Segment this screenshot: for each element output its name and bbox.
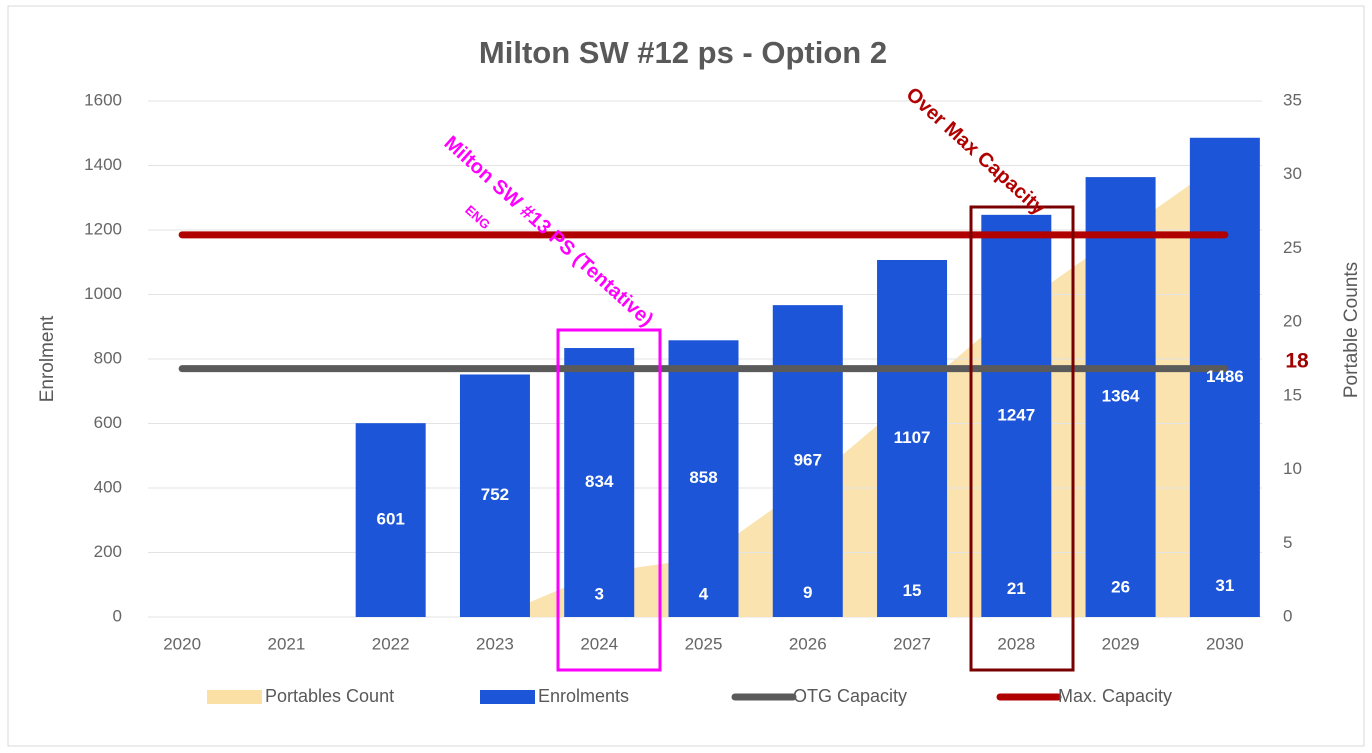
data-label: 967 bbox=[794, 451, 822, 470]
y2-tick-label: 25 bbox=[1283, 238, 1302, 257]
data-label: 1364 bbox=[1102, 387, 1140, 406]
x-tick-label: 2020 bbox=[163, 634, 201, 653]
data-label: 9 bbox=[803, 583, 812, 602]
x-tick-label: 2023 bbox=[476, 634, 514, 653]
y2-tick-label: 10 bbox=[1283, 459, 1302, 478]
data-label: 4 bbox=[699, 584, 709, 603]
x-tick-label: 2028 bbox=[997, 634, 1035, 653]
x-tick-label: 2026 bbox=[789, 634, 827, 653]
legend-label: Enrolments bbox=[538, 686, 629, 706]
bar bbox=[981, 214, 1052, 617]
legend-swatch bbox=[480, 690, 535, 704]
bar bbox=[1189, 137, 1260, 617]
y-tick-label: 1400 bbox=[84, 155, 122, 174]
data-label: 858 bbox=[689, 468, 717, 487]
x-tick-label: 2027 bbox=[893, 634, 931, 653]
legend-label: Max. Capacity bbox=[1058, 686, 1172, 706]
data-label: 1247 bbox=[997, 405, 1035, 424]
data-label: 26 bbox=[1111, 578, 1130, 597]
bar bbox=[459, 374, 530, 617]
y2-tick-label: 20 bbox=[1283, 312, 1302, 331]
x-tick-label: 2025 bbox=[685, 634, 723, 653]
data-label: 834 bbox=[585, 472, 614, 491]
highlight-box bbox=[556, 328, 662, 672]
y2-tick-label: 35 bbox=[1283, 90, 1302, 109]
data-label: 1486 bbox=[1206, 367, 1244, 386]
data-label: 31 bbox=[1215, 576, 1234, 595]
y-tick-label: 1600 bbox=[84, 90, 122, 109]
legend-label: Portables Count bbox=[265, 686, 394, 706]
data-label: 752 bbox=[481, 485, 509, 504]
bar bbox=[772, 305, 843, 617]
y2-tick-label: 15 bbox=[1283, 385, 1302, 404]
annotation: 18 bbox=[1285, 350, 1309, 373]
y-tick-label: 400 bbox=[94, 477, 122, 496]
y-axis-label: Enrolment bbox=[37, 315, 58, 402]
chart-title: Milton SW #12 ps - Option 2 bbox=[479, 35, 887, 70]
y-tick-label: 1200 bbox=[84, 219, 122, 238]
y-tick-label: 0 bbox=[113, 606, 122, 625]
y-tick-label: 200 bbox=[94, 542, 122, 561]
bar bbox=[564, 348, 635, 617]
bar bbox=[668, 340, 739, 617]
y2-tick-label: 0 bbox=[1283, 606, 1292, 625]
bar bbox=[355, 423, 426, 617]
legend-label: OTG Capacity bbox=[793, 686, 907, 706]
data-label: 21 bbox=[1007, 579, 1026, 598]
x-tick-label: 2030 bbox=[1206, 634, 1244, 653]
data-label: 15 bbox=[903, 581, 922, 600]
x-tick-label: 2022 bbox=[372, 634, 410, 653]
data-label: 1107 bbox=[894, 428, 931, 447]
x-tick-label: 2024 bbox=[580, 634, 618, 653]
y2-axis-label: Portable Counts bbox=[1341, 262, 1362, 398]
highlight-box bbox=[969, 205, 1075, 672]
plot: 0200400600800100012001400160005101520253… bbox=[84, 90, 1302, 705]
bar bbox=[1085, 177, 1156, 618]
bar bbox=[877, 259, 948, 617]
y-tick-label: 800 bbox=[94, 348, 122, 367]
data-label: 601 bbox=[376, 510, 404, 529]
x-tick-label: 2029 bbox=[1102, 634, 1140, 653]
y2-tick-label: 30 bbox=[1283, 164, 1302, 183]
y-tick-label: 1000 bbox=[84, 284, 122, 303]
data-label: 3 bbox=[594, 585, 603, 604]
legend-swatch bbox=[207, 690, 262, 704]
y-tick-label: 600 bbox=[94, 413, 122, 432]
y2-tick-label: 5 bbox=[1283, 533, 1292, 552]
x-tick-label: 2021 bbox=[267, 634, 305, 653]
